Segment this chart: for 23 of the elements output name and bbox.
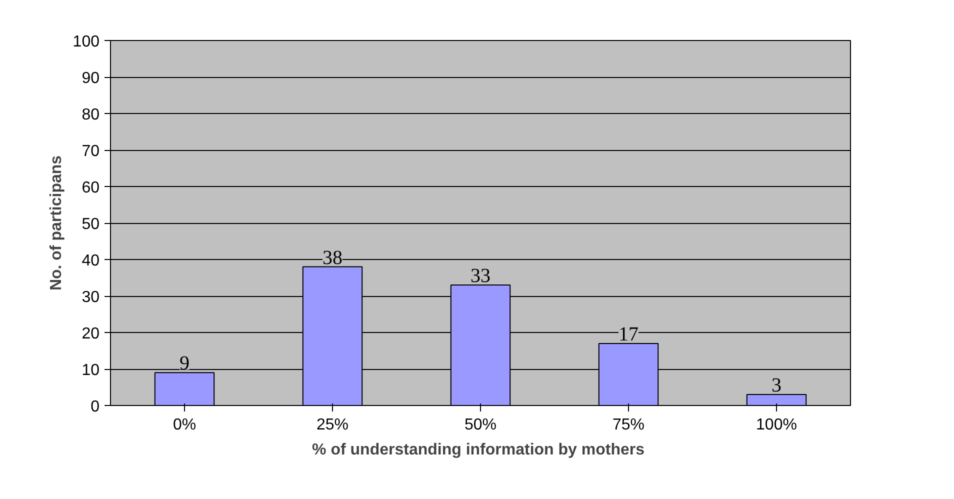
y-tick-label: 100 [72,34,100,50]
x-tick-label: 50% [464,416,497,434]
x-tick-label: 75% [612,416,645,434]
x-axis-title: % of understanding information by mothers [312,442,645,458]
y-tick-label: 90 [82,70,100,87]
y-tick-label: 60 [82,180,100,196]
data-label: 17 [618,323,638,346]
x-tick-label: 0% [172,416,196,434]
y-tick-label: 70 [82,143,100,160]
y-tick-label: 20 [82,326,100,342]
x-tick-label: 100% [756,416,797,434]
y-axis-title: No. of participans [48,155,65,291]
data-label: 38 [322,246,342,269]
y-tick-label: 30 [82,289,100,306]
x-tick-label: 25% [316,416,349,434]
data-label: 33 [470,265,490,288]
y-tick-label: 40 [82,252,100,270]
y-tick-label: 0 [90,398,100,416]
y-tick-label: 10 [82,362,100,379]
y-tick-label: 80 [82,106,100,124]
data-label: 3 [772,374,782,397]
y-tick-label: 50 [82,216,100,233]
data-label: 9 [180,352,190,375]
